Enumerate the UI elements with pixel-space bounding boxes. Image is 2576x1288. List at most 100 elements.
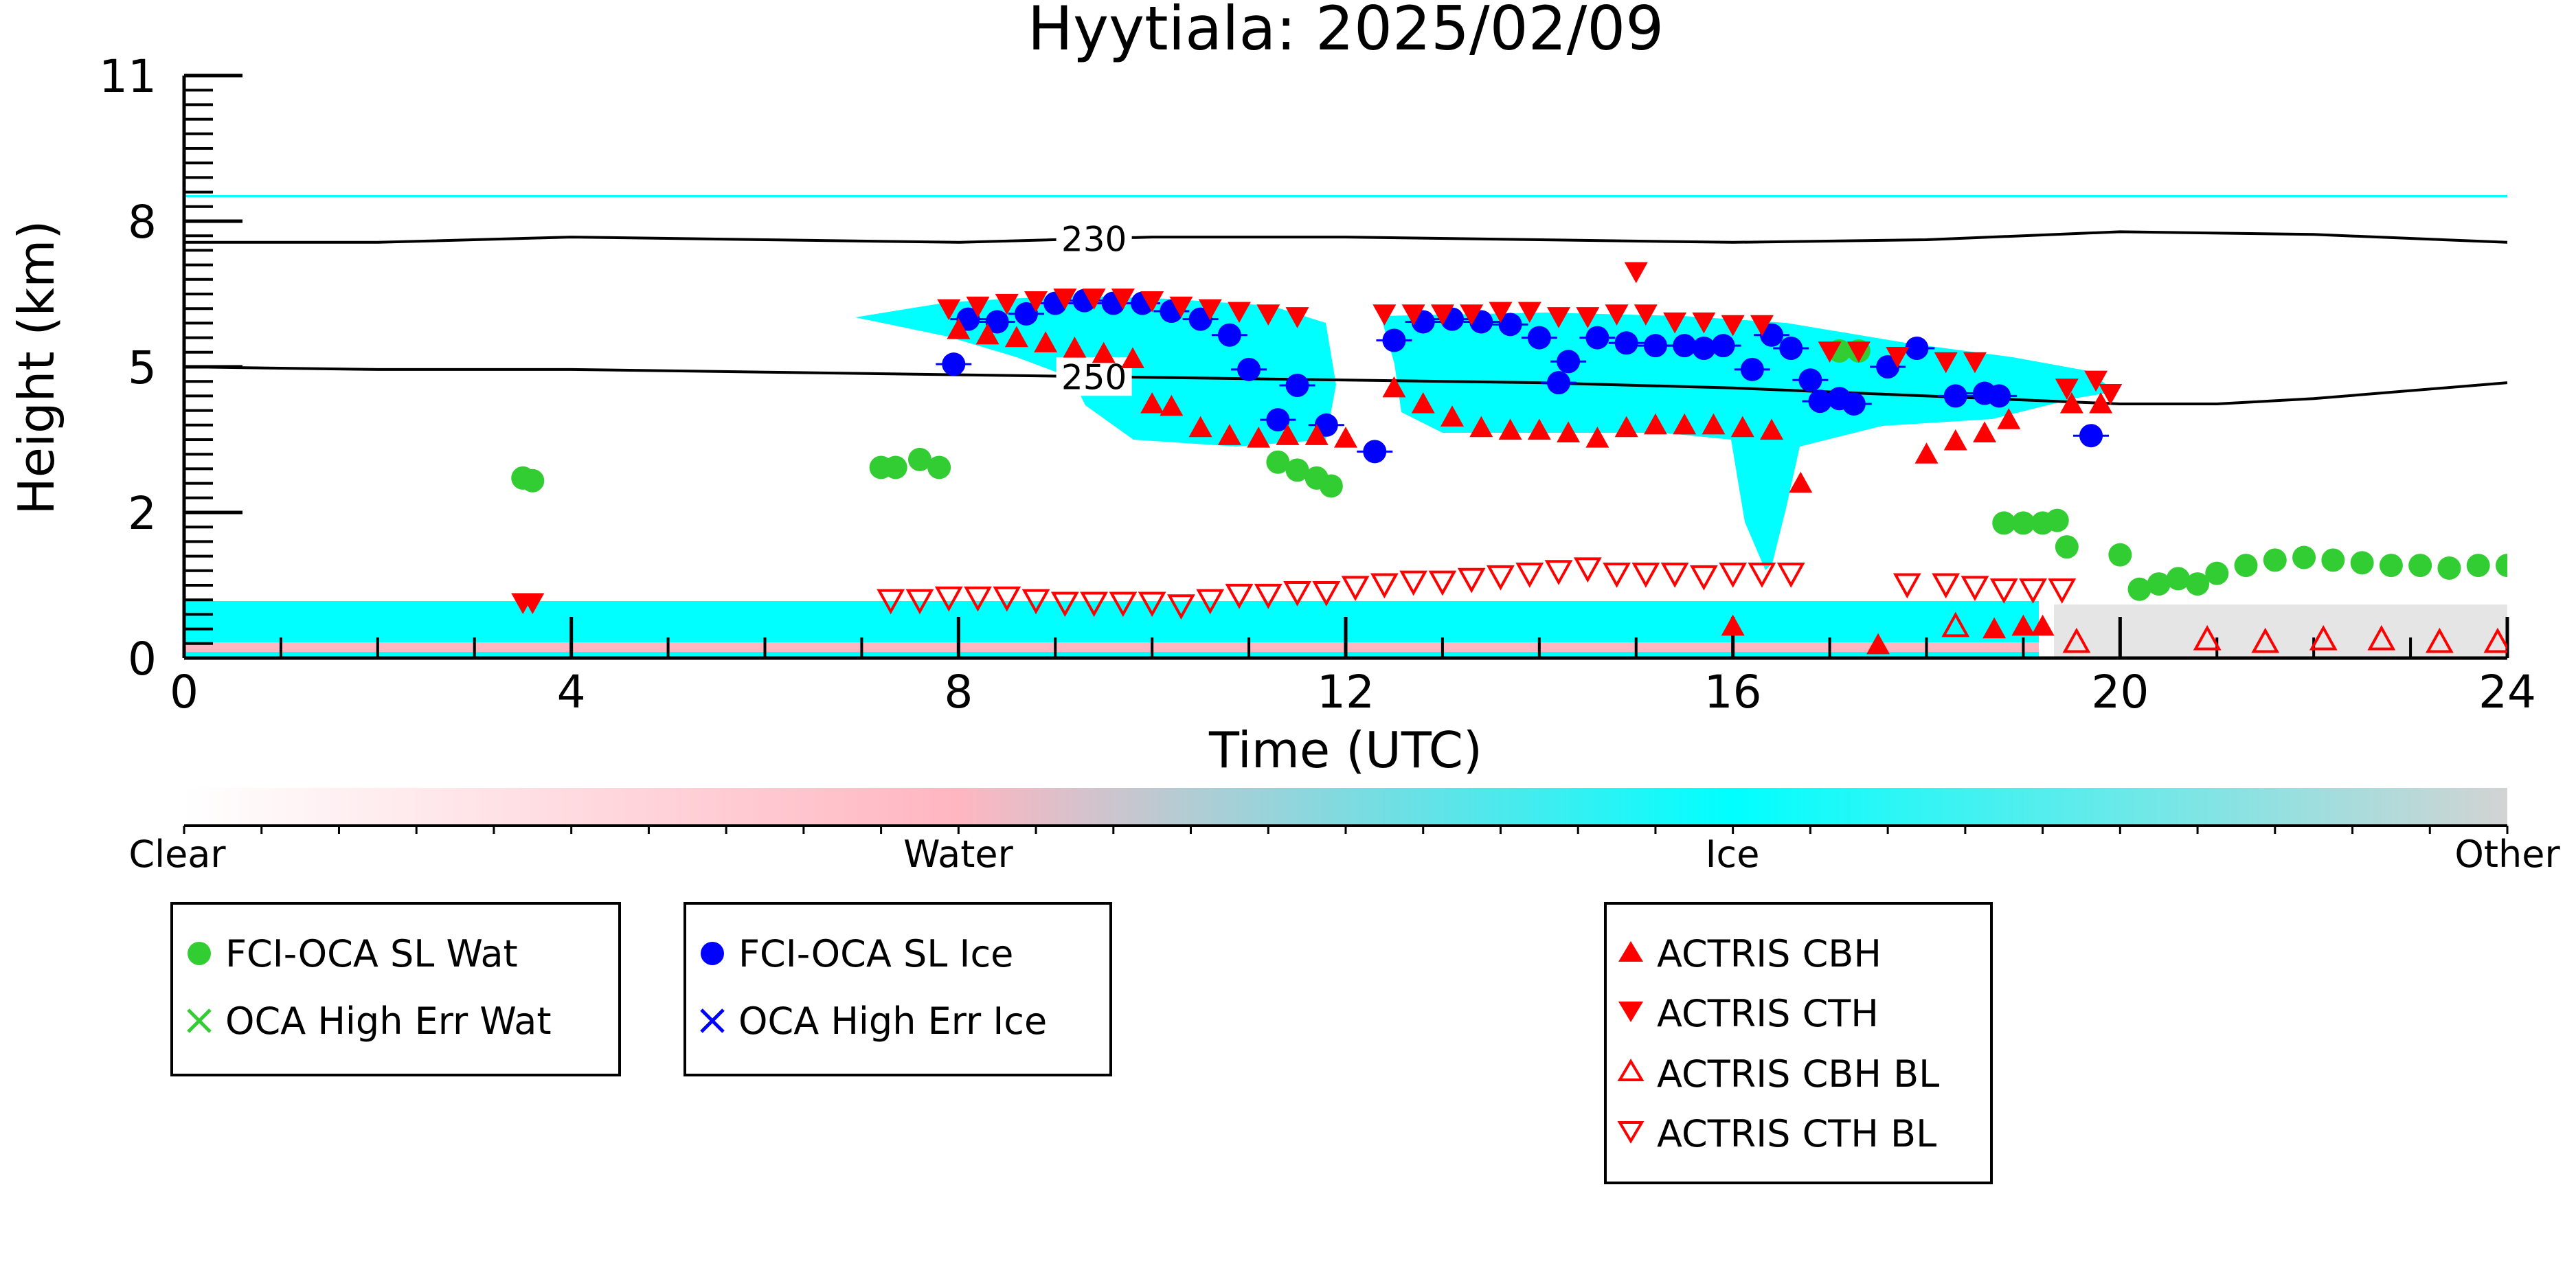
actris-cth-point — [1547, 307, 1571, 328]
actris-cbh-point — [1034, 331, 1058, 352]
y-tick-label: 8 — [128, 196, 157, 249]
actris-cbh-bl-point — [2367, 624, 2396, 651]
actris-cbh-point — [1557, 421, 1581, 442]
fci-oca-sl-wat-point — [2350, 551, 2374, 575]
actris-cth-bl-point — [1399, 570, 1428, 596]
actris-cth-point — [1624, 262, 1648, 284]
legend-actris-label-2: ACTRIS CTH — [1657, 992, 1879, 1035]
actris-cth-point — [1024, 291, 1048, 313]
fci-oca-sl-ice-point — [1014, 302, 1038, 326]
fci-oca-sl-ice-point — [942, 352, 966, 376]
actris-cth-bl-point — [1370, 573, 1399, 599]
actris-cth-point — [1605, 304, 1629, 326]
legend-actris: ACTRIS CBH ACTRIS CTH ACTRIS CBH BL ACTR… — [1604, 902, 1993, 1184]
fci-oca-sl-ice-point — [985, 310, 1009, 334]
fci-oca-sl-ice-point — [1382, 328, 1406, 352]
axes: 0 2 5 8 11 0 4 8 12 16 20 24 — [99, 50, 2536, 719]
actris-cth-bl-point — [1167, 594, 1195, 620]
y-tick-label: 2 — [128, 487, 157, 540]
actris-cth-bl-point — [905, 589, 934, 615]
contour-label-bg — [1056, 219, 1132, 258]
actris-cbh-point — [1469, 416, 1493, 438]
actris-cth-point — [1750, 315, 1774, 337]
actris-cbh-point — [975, 323, 999, 345]
actris-cbh-point — [1730, 416, 1754, 438]
actris-cth-point — [1963, 352, 1987, 374]
fci-oca-sl-wat-point — [2466, 554, 2490, 578]
y-tick-label: 11 — [99, 50, 157, 103]
actris-cth-bl-point — [1719, 563, 1748, 588]
actris-cbh-point — [1702, 413, 1726, 435]
low-water-band — [184, 642, 2039, 652]
actris-cbh-point — [1276, 424, 1300, 445]
fci-oca-sl-ice-point — [1363, 440, 1387, 464]
contour-line-230 — [184, 230, 2508, 244]
actris-cth-bl-point — [1689, 565, 1718, 591]
actris-cbh-point — [1585, 427, 1609, 448]
actris-cth-point — [1460, 304, 1484, 326]
fci-oca-sl-wat-point — [2127, 577, 2151, 601]
actris-cth-bl-point — [1341, 576, 1370, 602]
actris-cth-bl-point — [1515, 563, 1544, 588]
actris-cbh-bl-point — [2309, 624, 2338, 651]
fci-oca-sl-ice-point — [1614, 331, 1638, 355]
actris-cth-bl-point — [1603, 563, 1631, 588]
legend-cth-bl-triangle-down-open-icon — [1617, 1121, 1645, 1144]
thin-cirrus-line — [184, 195, 2507, 197]
fci-oca-sl-ice-point — [2079, 424, 2103, 448]
actris-cth-bl-point — [2048, 578, 2077, 604]
fci-oca-sl-ice-point — [1557, 350, 1581, 374]
actris-cbh-point — [1498, 418, 1522, 440]
actris-cbh-point — [1789, 471, 1813, 493]
x-tick-label: 4 — [557, 666, 586, 719]
actris-cth-bl-point — [964, 586, 992, 612]
actris-cth-bl-point — [1660, 563, 1689, 588]
actris-cbh-point — [1063, 337, 1087, 358]
actris-cbh-point — [1643, 413, 1667, 435]
fci-oca-sl-ice-point — [1237, 357, 1261, 381]
fci-oca-sl-wat-point — [2408, 554, 2432, 578]
actris-cth-bl-point — [1312, 581, 1341, 607]
fci-oca-sl-ice-point — [1987, 384, 2011, 408]
actris-cbh-bl-point — [2193, 624, 2222, 651]
x-tick-label: 8 — [944, 666, 973, 719]
legend-water-circle-icon — [188, 942, 211, 965]
actris-cth-point — [1886, 346, 1910, 368]
actris-cbh-point — [1614, 416, 1638, 438]
actris-cbh-point — [1973, 421, 1997, 442]
legend-actris-box — [1604, 902, 1993, 1184]
legend-water-label-2: OCA High Err Wat — [225, 999, 552, 1043]
actris-cbh-point — [1866, 633, 1890, 655]
actris-cth-point — [521, 593, 545, 615]
actris-cth-bl-point — [877, 589, 905, 615]
actris-cth-point — [1818, 341, 1842, 363]
actris-cth-bl-point — [1050, 591, 1079, 618]
fci-oca-sl-wat-point — [927, 455, 951, 479]
fci-oca-sl-ice-point — [1547, 371, 1571, 395]
actris-cth-point — [1053, 289, 1077, 310]
fci-oca-sl-ice-point — [1643, 334, 1667, 358]
actris-cth-point — [1634, 304, 1658, 326]
legend-water-x-icon — [187, 1008, 212, 1033]
actris-cbh-bl-point — [2251, 627, 2280, 653]
colorbar-label-clear: Clear — [128, 833, 226, 876]
actris-cth-bl-point — [1457, 567, 1486, 594]
colorbar-gradient — [184, 788, 2507, 826]
actris-cth-point — [1692, 312, 1716, 334]
fci-oca-sl-wat-point — [907, 447, 931, 471]
fci-oca-sl-ice-point — [1798, 368, 1822, 392]
actris-cth-point — [1489, 302, 1513, 324]
actris-cth-bl-point — [1776, 563, 1805, 588]
actris-cth-point — [2055, 379, 2079, 400]
actris-cth-point — [1372, 304, 1397, 326]
fci-oca-sl-ice-point — [1740, 357, 1764, 381]
fci-oca-sl-ice-point — [1842, 392, 1866, 416]
legend-ice-label-2: OCA High Err Ice — [738, 999, 1047, 1043]
actris-cth-point — [1227, 302, 1251, 324]
actris-cth-point — [1256, 304, 1280, 326]
fci-oca-sl-ice-point — [1498, 313, 1522, 337]
legend-ice-label-1: FCI-OCA SL Ice — [738, 932, 1013, 975]
legend-ice: FCI-OCA SL Ice OCA High Err Ice — [683, 902, 1112, 1076]
actris-cth-point — [966, 296, 990, 318]
